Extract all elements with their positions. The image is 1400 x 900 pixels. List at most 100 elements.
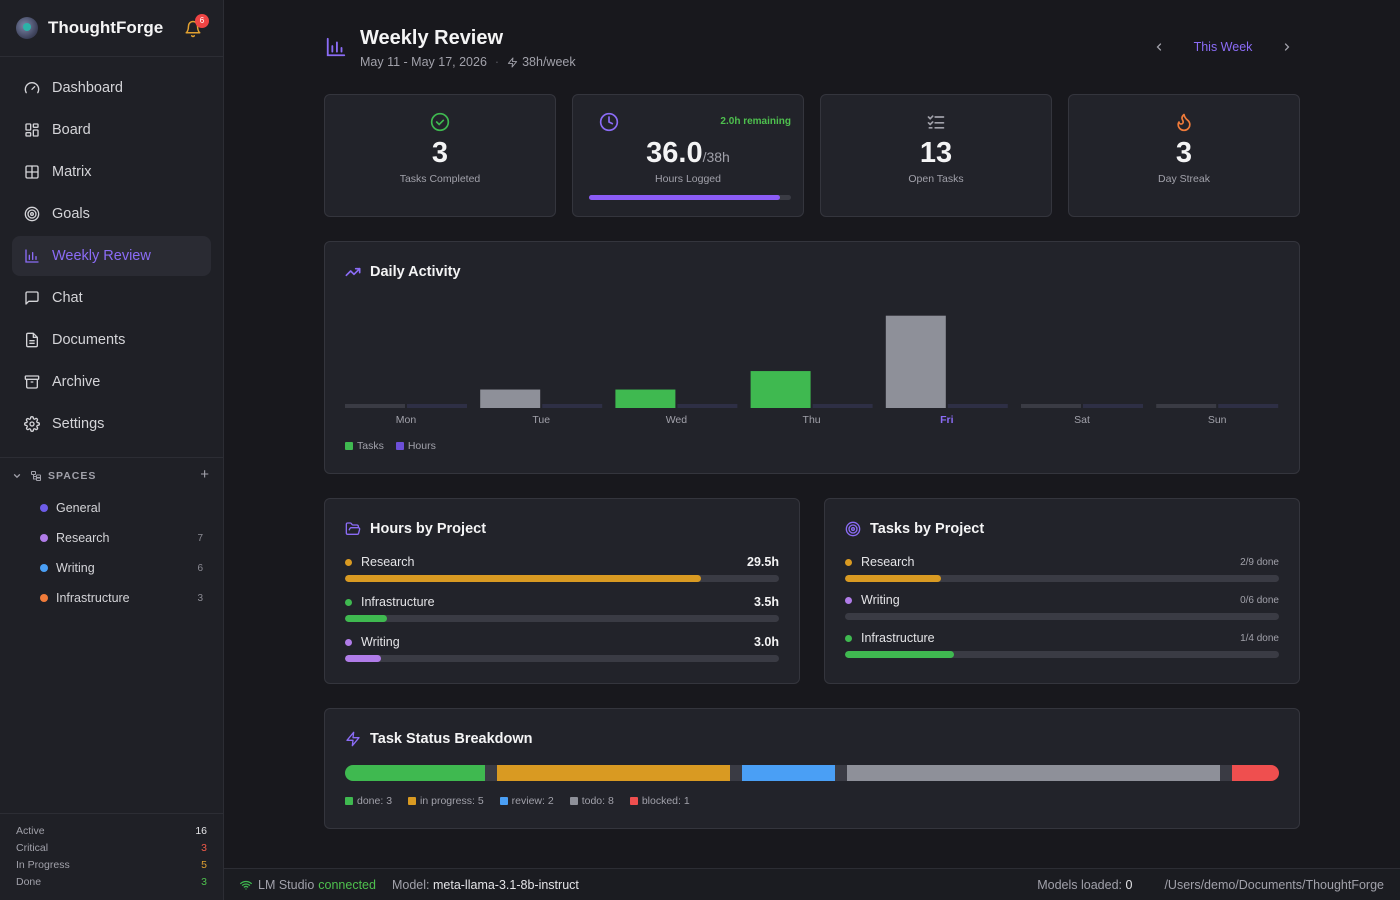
space-color-dot xyxy=(40,534,48,542)
bar-chart-icon xyxy=(25,249,39,263)
tasks-bar-mon xyxy=(345,404,405,408)
wifi-icon xyxy=(240,880,252,890)
week-navigator: This Week xyxy=(1150,38,1296,56)
status-segment xyxy=(496,765,731,781)
board-icon xyxy=(25,123,39,137)
project-color-dot xyxy=(845,558,852,566)
project-row-infrastructure: Infrastructure 1/4 done xyxy=(845,631,1279,671)
nav-item-documents[interactable]: Documents xyxy=(12,320,211,360)
notification-badge: 6 xyxy=(195,14,209,28)
nav-label: Documents xyxy=(52,332,126,348)
space-count: 3 xyxy=(197,592,203,604)
add-space-button[interactable]: + xyxy=(200,466,210,483)
card-title: Daily Activity xyxy=(345,264,461,280)
status-segment-gap xyxy=(1220,765,1233,781)
nav-label: Archive xyxy=(52,374,101,390)
project-row-research: Research 29.5h xyxy=(345,555,779,595)
trending-up-icon xyxy=(345,267,361,277)
nav-item-chat[interactable]: Chat xyxy=(12,278,211,318)
chevron-down-icon[interactable] xyxy=(12,471,22,481)
legend-label: todo: 8 xyxy=(581,795,614,807)
hours-bar-sun xyxy=(1218,404,1279,408)
project-done-count: 0/6 done xyxy=(1240,595,1279,606)
brand: ThoughtForge xyxy=(0,0,223,57)
status-legend-item: todo: 8 xyxy=(569,795,614,807)
summary-value: 5 xyxy=(201,859,207,871)
status-segment-gap xyxy=(835,765,848,781)
nav-label: Weekly Review xyxy=(52,248,151,264)
project-row-infrastructure: Infrastructure 3.5h xyxy=(345,595,779,635)
nav-item-dashboard[interactable]: Dashboard xyxy=(12,68,211,108)
hours-bar-thu xyxy=(812,404,873,408)
x-tick-label: Tue xyxy=(532,414,550,426)
tasks-bar-sat xyxy=(1021,404,1081,408)
legend-label: blocked: 1 xyxy=(641,795,690,807)
summary-label: In Progress xyxy=(16,859,70,871)
tree-icon xyxy=(31,471,41,481)
hours-target: /38h xyxy=(702,149,730,165)
legend-swatch xyxy=(395,442,404,450)
hours-by-project-title: Hours by Project xyxy=(370,521,487,537)
nav-item-goals[interactable]: Goals xyxy=(12,194,211,234)
space-color-dot xyxy=(40,564,48,572)
project-progress-bar xyxy=(345,655,779,662)
this-week-button[interactable]: This Week xyxy=(1193,40,1253,54)
project-progress-fill xyxy=(345,615,388,622)
project-label: Research xyxy=(861,555,915,569)
project-name: Research xyxy=(845,555,915,569)
x-tick-label: Thu xyxy=(803,414,821,426)
divider xyxy=(0,457,223,458)
project-row-writing: Writing 0/6 done xyxy=(845,593,1279,633)
prev-week-button[interactable] xyxy=(1150,38,1168,56)
nav-item-archive[interactable]: Archive xyxy=(12,362,211,402)
tasks-bar-tue xyxy=(480,389,541,408)
summary-label: Active xyxy=(16,825,45,837)
nav-label: Board xyxy=(52,122,91,138)
project-progress-bar xyxy=(345,615,779,622)
daily-activity-card: Daily Activity Mon Tue Wed Thu Fri Sat Sun Tas… xyxy=(324,241,1300,474)
hours-logged-card: 2.0h remaining 36.0/38h Hours Logged xyxy=(572,94,804,217)
space-item-infrastructure[interactable]: Infrastructure 3 xyxy=(40,588,206,608)
nav-item-weekly-review[interactable]: Weekly Review xyxy=(12,236,211,276)
nav-item-settings[interactable]: Settings xyxy=(12,404,211,444)
spaces-header[interactable]: SPACES + xyxy=(12,466,212,484)
card-title: Tasks by Project xyxy=(845,521,984,537)
tasks-completed-card: 3 Tasks Completed xyxy=(324,94,556,217)
project-progress-fill xyxy=(345,655,382,662)
summary-value: 3 xyxy=(201,842,207,854)
space-item-writing[interactable]: Writing 6 xyxy=(40,558,206,578)
connection-status: LM Studio connected Model: meta-llama-3.… xyxy=(240,878,579,892)
status-legend-item: in progress: 5 xyxy=(408,795,484,807)
weekly-target: 38h/week xyxy=(522,55,576,69)
status-segment xyxy=(847,765,1221,781)
legend-swatch xyxy=(408,797,417,805)
next-week-button[interactable] xyxy=(1278,38,1296,56)
nav-item-matrix[interactable]: Matrix xyxy=(12,152,211,192)
hours-bar-sat xyxy=(1083,404,1143,408)
hours-bar-wed xyxy=(677,404,738,408)
task-status-card: Task Status Breakdown done: 3 in progress… xyxy=(324,708,1300,829)
legend-swatch xyxy=(499,797,508,805)
flame-icon xyxy=(1177,113,1191,132)
space-item-general[interactable]: General xyxy=(40,498,206,518)
legend-label: review: 2 xyxy=(511,795,554,807)
archive-icon xyxy=(24,375,40,389)
open-tasks-card: 13 Open Tasks xyxy=(820,94,1052,217)
document-icon xyxy=(26,332,38,348)
nav-list: Dashboard Board Matrix Goals Weekly Revi… xyxy=(0,57,223,444)
status-legend-item: blocked: 1 xyxy=(629,795,690,807)
space-item-research[interactable]: Research 7 xyxy=(40,528,206,548)
bell-icon[interactable] xyxy=(184,20,202,38)
project-name: Infrastructure xyxy=(345,595,435,609)
hours-progress-bar xyxy=(589,195,791,200)
model-info: Model: meta-llama-3.1-8b-instruct xyxy=(392,878,579,892)
date-range: May 11 - May 17, 2026 xyxy=(360,55,487,69)
x-tick-label: Sat xyxy=(1074,414,1090,426)
nav-item-board[interactable]: Board xyxy=(12,110,211,150)
chart-legend: Tasks Hours xyxy=(345,440,448,452)
project-label: Writing xyxy=(361,635,400,649)
hours-by-project-card: Hours by Project Research 29.5h Infrastruc… xyxy=(324,498,800,684)
daily-activity-chart: Mon Tue Wed Thu Fri Sat Sun xyxy=(345,315,1279,426)
legend-label: in progress: 5 xyxy=(420,795,484,807)
bolt-icon xyxy=(346,731,360,747)
